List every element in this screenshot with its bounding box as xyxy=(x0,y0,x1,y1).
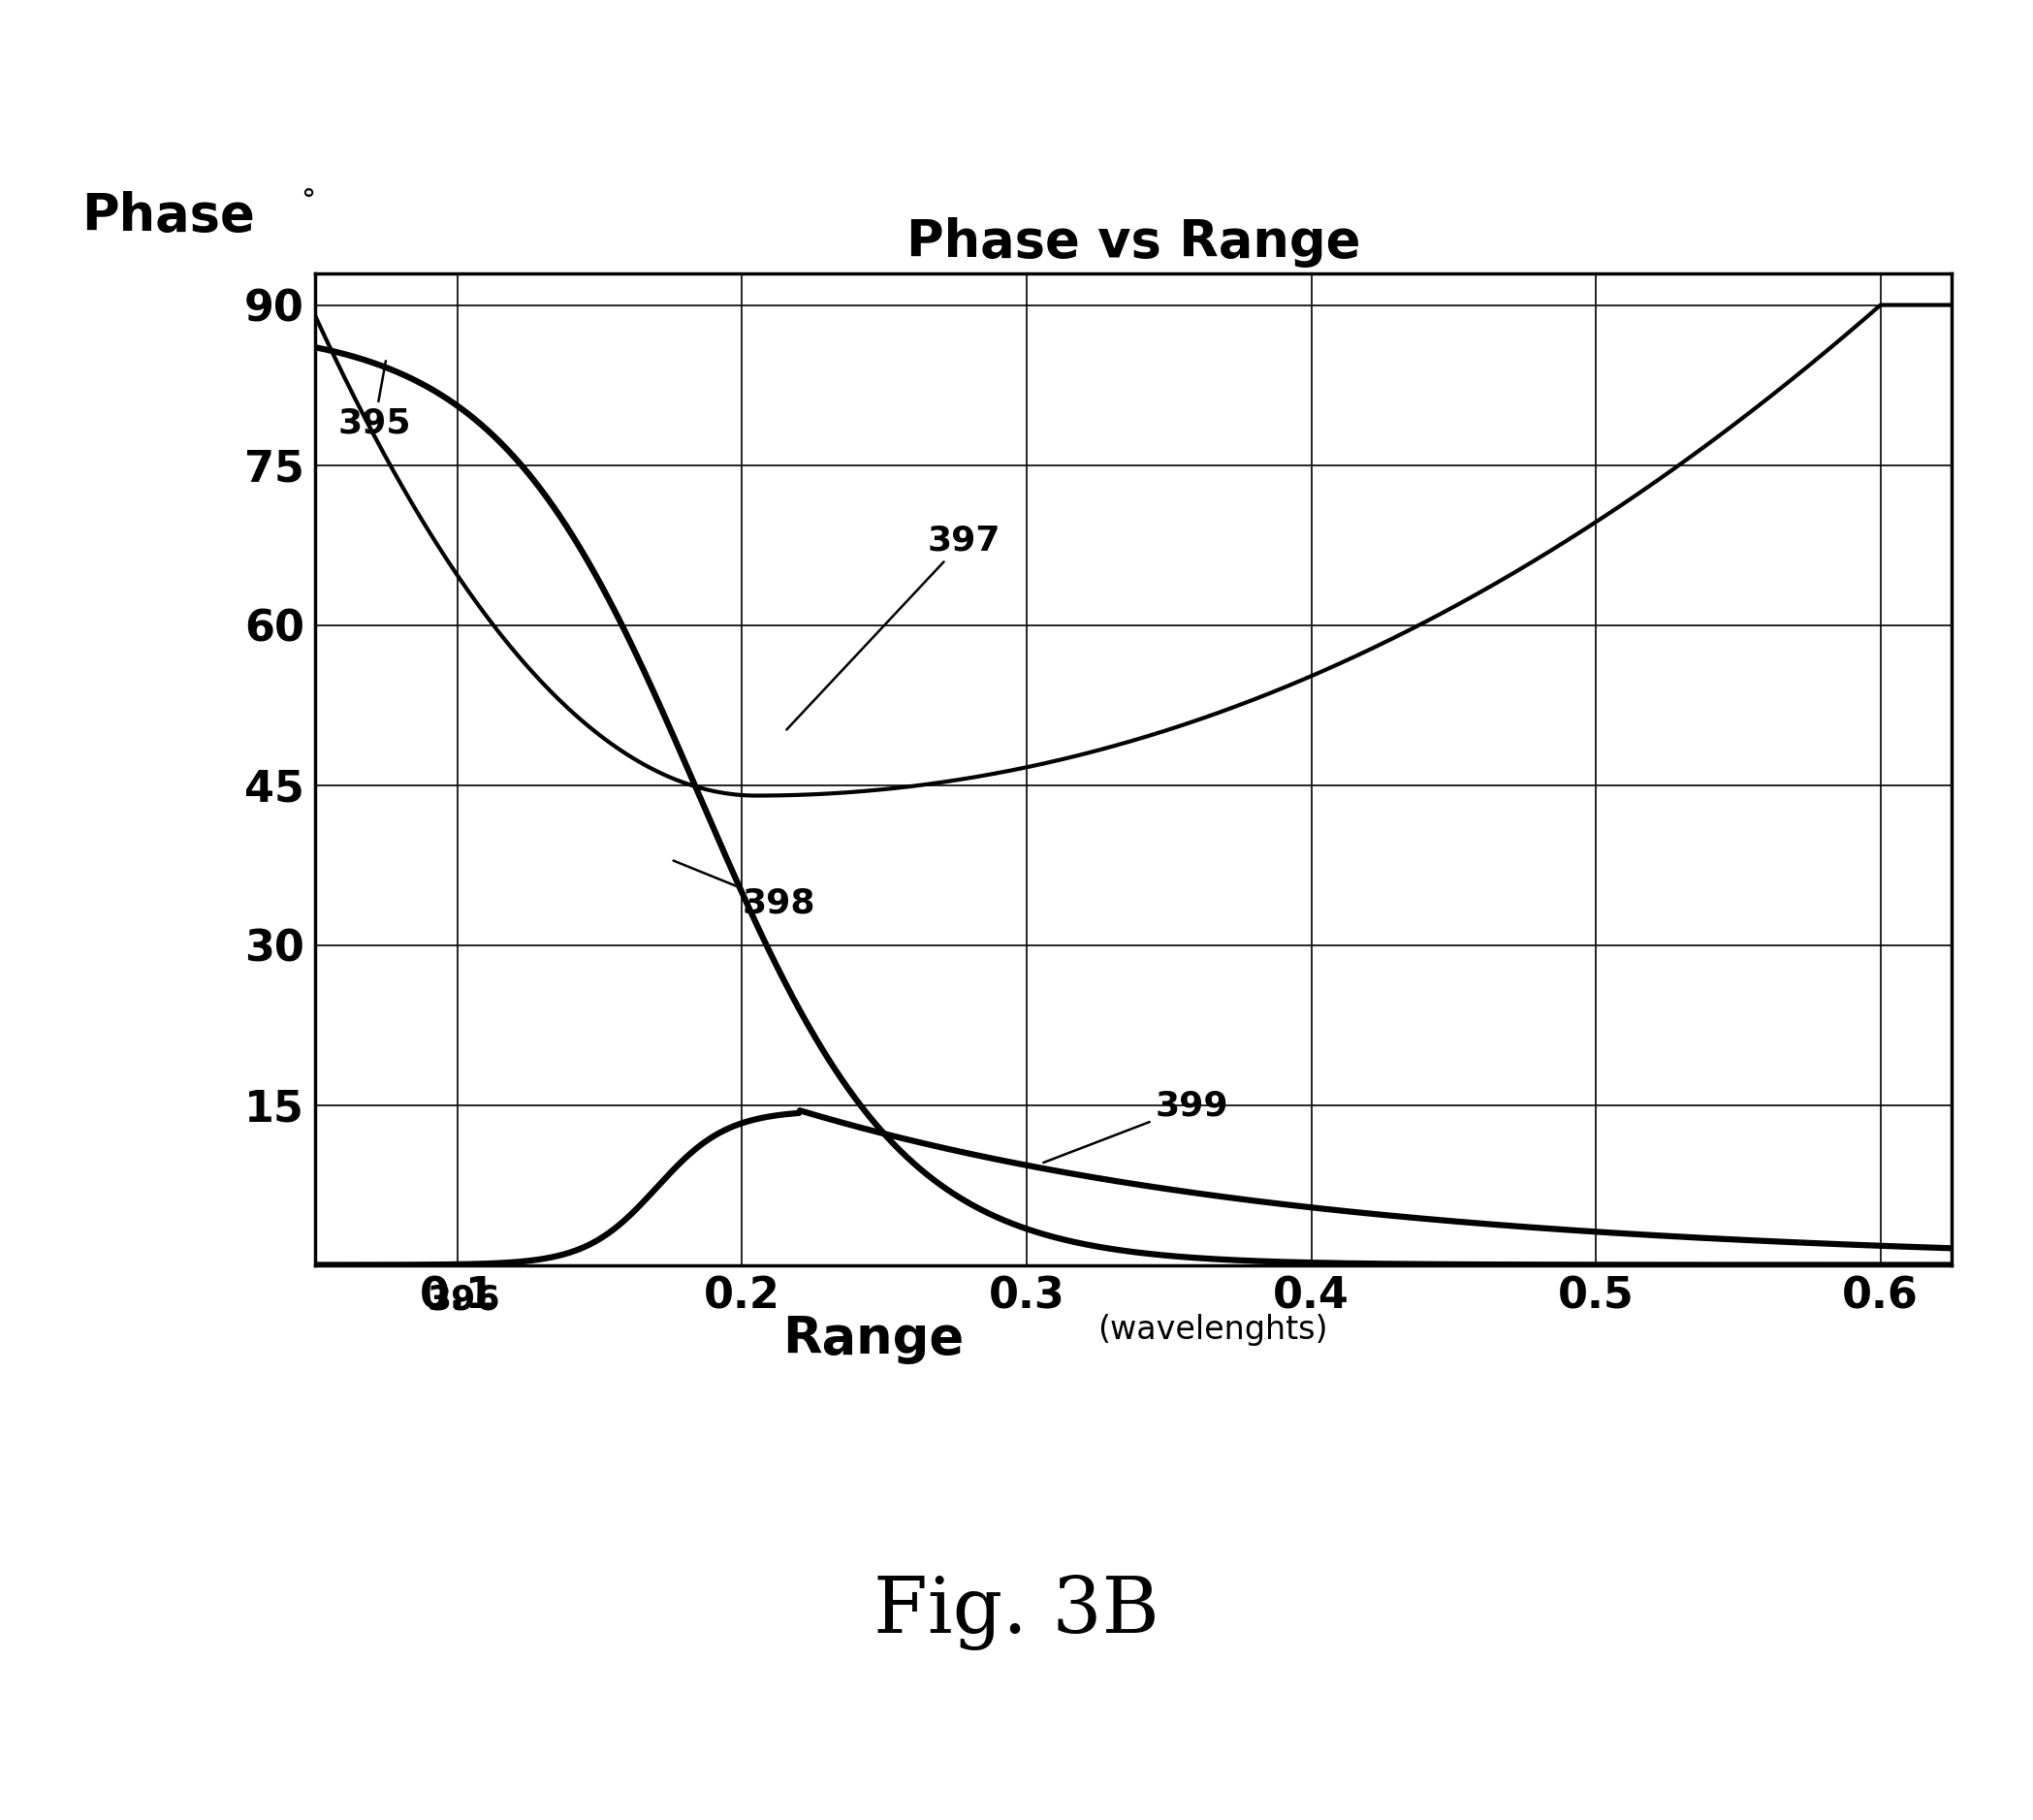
Text: Fig. 3B: Fig. 3B xyxy=(874,1574,1159,1651)
Text: Phase: Phase xyxy=(81,191,254,242)
Text: 399: 399 xyxy=(1043,1090,1228,1163)
Text: 397: 397 xyxy=(787,524,1000,730)
Text: (wavelenghts): (wavelenghts) xyxy=(1098,1314,1328,1347)
Text: 395: 395 xyxy=(337,360,411,440)
Text: Range: Range xyxy=(783,1314,964,1365)
Title: Phase vs Range: Phase vs Range xyxy=(907,217,1360,268)
Text: °: ° xyxy=(301,187,315,215)
Text: 398: 398 xyxy=(673,861,815,919)
Text: 396: 396 xyxy=(427,1283,500,1316)
